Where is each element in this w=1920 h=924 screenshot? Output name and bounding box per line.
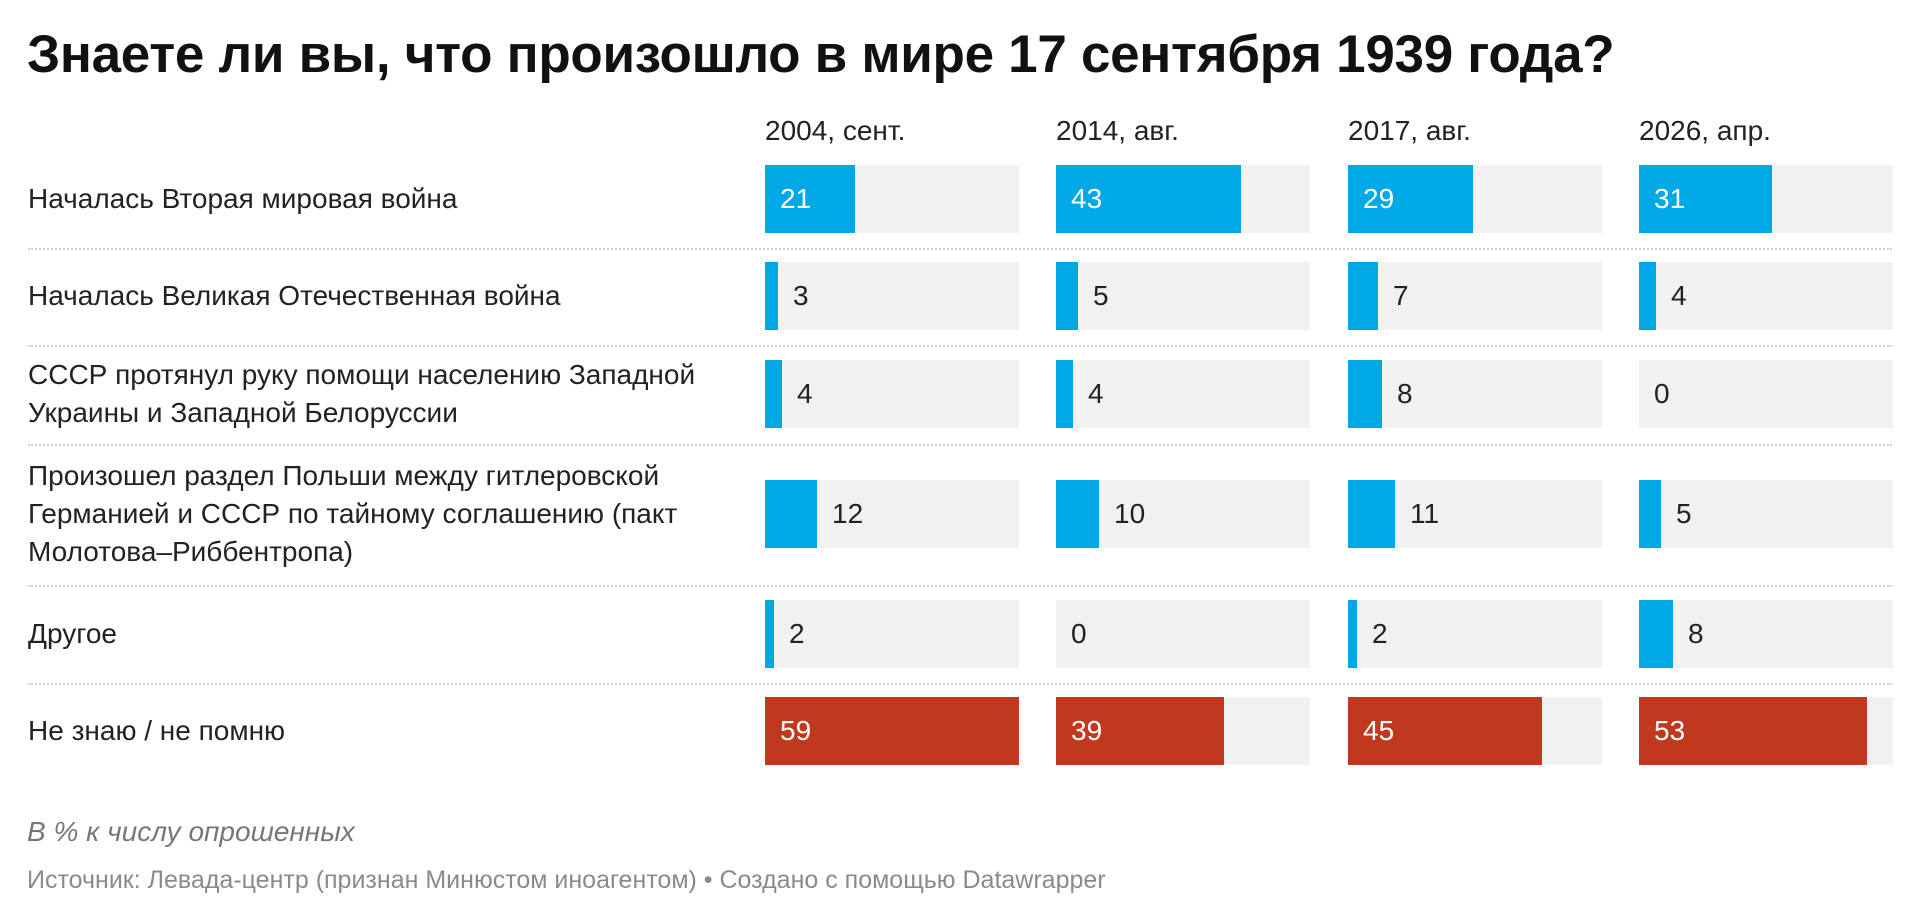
bar-track: 53 [1639,697,1893,765]
bar-track: 45 [1348,697,1602,765]
bar-track: 43 [1056,165,1310,233]
value-label: 11 [1410,498,1440,529]
bar [1639,600,1673,668]
bar [1056,480,1099,548]
row-label: Произошел раздел Польши между гитлеровск… [28,460,678,567]
bar-track: 3 [765,262,1019,330]
row-separator [28,444,1892,446]
bar [1348,360,1382,428]
value-label: 0 [1071,618,1087,649]
value-label: 3 [793,280,809,311]
value-label: 5 [1676,498,1692,529]
bar-track: 29 [1348,165,1602,233]
bar-track: 7 [1348,262,1602,330]
bar [1639,697,1867,765]
value-label: 2 [789,618,805,649]
value-label: 0 [1654,378,1670,409]
bar-track: 8 [1639,600,1893,668]
bar [765,262,778,330]
bar-track: 2 [1348,600,1602,668]
bar [765,360,782,428]
value-label: 31 [1654,183,1686,214]
bar-track: 8 [1348,360,1602,428]
bar-track: 4 [1639,262,1893,330]
bar [1348,697,1542,765]
bar [1056,165,1241,233]
chart-title: Знаете ли вы, что произошло в мире 17 се… [27,25,1615,84]
bar [1348,165,1473,233]
row-separator [28,683,1892,685]
value-label: 45 [1363,715,1395,746]
column-header: 2026, апр. [1639,115,1771,146]
bar [765,480,817,548]
bar-track: 0 [1056,600,1310,668]
value-label: 39 [1071,715,1103,746]
row-label: Не знаю / не помню [28,715,286,746]
bar-track: 4 [1056,360,1310,428]
bar [1639,262,1656,330]
value-label: 10 [1114,498,1146,529]
bar-track: 59 [765,697,1019,765]
value-label: 4 [1088,378,1104,409]
bar [765,165,855,233]
row-label: Началась Вторая мировая война [28,183,458,214]
chart-notes: В % к числу опрошенных [27,816,355,847]
value-label: 8 [1397,378,1413,409]
bar-track: 5 [1639,480,1893,548]
row-separator [28,585,1892,587]
chart-source: Источник: Левада-центр (признан Минюстом… [27,866,1106,894]
row-label: Другое [28,618,117,649]
value-label: 43 [1071,183,1103,214]
value-label: 2 [1372,618,1388,649]
bar [1056,360,1073,428]
value-label: 5 [1093,280,1109,311]
value-label: 53 [1654,715,1686,746]
bar [1348,480,1395,548]
bar [1348,262,1378,330]
column-header: 2017, авг. [1348,115,1471,146]
bar-track: 2 [765,600,1019,668]
value-label: 12 [832,498,864,529]
value-label: 8 [1688,618,1704,649]
bar-track: 11 [1348,480,1602,548]
bar [765,600,774,668]
value-label: 59 [780,715,812,746]
column-header: 2004, сент. [765,115,906,146]
bar [1056,697,1224,765]
value-label: 4 [797,378,813,409]
bar [1639,165,1772,233]
bar-track: 0 [1639,360,1893,428]
row-label: СССР протянул руку помощи населению Запа… [28,359,696,428]
bar-track: 4 [765,360,1019,428]
column-header: 2014, авг. [1056,115,1179,146]
value-label: 29 [1363,183,1395,214]
bar-track: 12 [765,480,1019,548]
bar-track: 39 [1056,697,1310,765]
row-label: Началась Великая Отечественная война [28,280,561,311]
value-label: 21 [780,183,812,214]
bar [1348,600,1357,668]
bar [1639,480,1661,548]
row-separator [28,248,1892,250]
bar-track: 5 [1056,262,1310,330]
row-separator [28,345,1892,347]
bar-track: 21 [765,165,1019,233]
bar [765,697,1019,765]
bar-track: 10 [1056,480,1310,548]
value-label: 7 [1393,280,1409,311]
bar-track: 31 [1639,165,1893,233]
value-label: 4 [1671,280,1687,311]
bar [1056,262,1078,330]
